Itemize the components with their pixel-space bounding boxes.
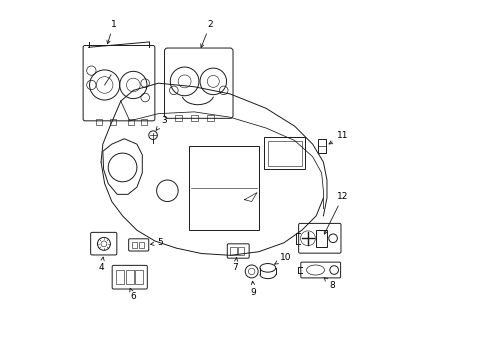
Text: 9: 9 xyxy=(250,281,256,297)
Text: 5: 5 xyxy=(150,238,163,247)
Text: 2: 2 xyxy=(201,19,213,48)
Bar xyxy=(230,247,236,255)
Bar xyxy=(317,139,325,153)
Bar xyxy=(190,116,198,121)
Bar xyxy=(174,116,182,121)
Bar xyxy=(316,230,326,247)
Bar xyxy=(125,270,134,284)
Text: 1: 1 xyxy=(107,19,116,44)
Bar xyxy=(135,270,143,284)
Text: 10: 10 xyxy=(274,253,291,264)
Bar xyxy=(264,137,305,169)
Text: 12: 12 xyxy=(324,192,348,234)
Bar xyxy=(132,242,137,248)
Bar xyxy=(267,140,301,166)
Text: 8: 8 xyxy=(324,278,335,290)
Bar xyxy=(188,146,258,230)
Bar xyxy=(139,242,144,248)
Bar xyxy=(128,119,134,126)
Text: 3: 3 xyxy=(156,116,166,130)
Bar xyxy=(206,116,214,121)
Bar xyxy=(110,119,116,126)
Text: 4: 4 xyxy=(98,257,104,273)
Bar xyxy=(238,247,244,255)
Text: 6: 6 xyxy=(129,288,136,301)
Text: 7: 7 xyxy=(232,258,238,273)
Text: 11: 11 xyxy=(328,131,348,144)
Bar xyxy=(96,119,102,126)
Bar xyxy=(140,119,147,126)
Bar xyxy=(116,270,124,284)
